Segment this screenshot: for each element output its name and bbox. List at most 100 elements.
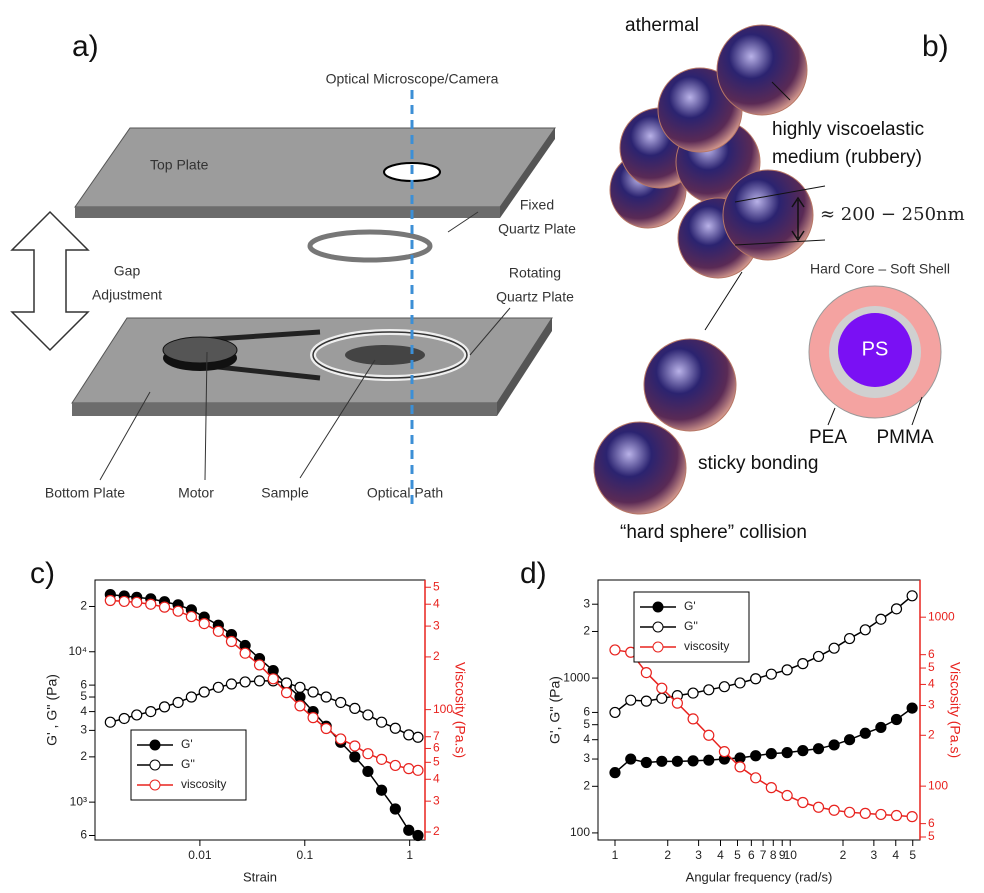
x-tick-label: 5 xyxy=(734,848,741,862)
marker xyxy=(892,715,902,725)
marker xyxy=(390,760,400,770)
x-tick-label: 1 xyxy=(406,848,413,862)
marker xyxy=(213,682,223,692)
marker xyxy=(814,651,824,661)
y-tick-label: 2 xyxy=(583,778,590,792)
marker xyxy=(377,785,387,795)
motor xyxy=(163,337,237,363)
marker xyxy=(751,773,761,783)
label: medium (rubbery) xyxy=(772,147,922,168)
particle-cluster xyxy=(594,25,813,514)
y-tick-label: 1000 xyxy=(563,670,590,684)
marker xyxy=(146,599,156,609)
label: Quartz Plate xyxy=(496,289,574,305)
label: Sample xyxy=(261,485,309,501)
marker xyxy=(404,825,414,835)
marker xyxy=(254,660,264,670)
x-tick-label: 4 xyxy=(892,848,899,862)
marker xyxy=(350,703,360,713)
y2-tick-label: 3 xyxy=(928,698,935,712)
label: “hard sphere” collision xyxy=(620,522,807,543)
y-axis-label: G' , G'' (Pa) xyxy=(44,674,60,746)
marker xyxy=(186,692,196,702)
label: Quartz Plate xyxy=(498,221,576,237)
y-tick-label: 4 xyxy=(583,732,590,746)
marker xyxy=(798,659,808,669)
plate-edge xyxy=(75,207,500,218)
marker xyxy=(160,602,170,612)
marker xyxy=(390,804,400,814)
marker xyxy=(688,714,698,724)
y2-tick-label: 5 xyxy=(433,754,440,768)
y-tick-label: 2 xyxy=(583,624,590,638)
y-tick-label: 6 xyxy=(583,705,590,719)
label: PS xyxy=(862,338,889,360)
marker xyxy=(751,674,761,684)
legend-label: G' xyxy=(181,737,193,751)
x-tick-label: 6 xyxy=(748,848,755,862)
marker xyxy=(876,614,886,624)
label: PEA xyxy=(809,427,847,448)
marker xyxy=(321,692,331,702)
label: athermal xyxy=(625,15,699,36)
marker xyxy=(751,751,761,761)
marker xyxy=(226,679,236,689)
marker xyxy=(641,696,651,706)
y2-tick-label: 5 xyxy=(433,579,440,593)
marker xyxy=(782,748,792,758)
legend-label: G'' xyxy=(684,619,698,633)
y-tick-label: 4 xyxy=(80,704,87,718)
x-tick-label: 5 xyxy=(909,848,916,862)
y2-tick-label: 6 xyxy=(928,816,935,830)
y2-tick-label: 5 xyxy=(928,660,935,674)
legend-marker xyxy=(150,760,160,770)
marker xyxy=(610,768,620,778)
marker xyxy=(735,762,745,772)
marker xyxy=(892,604,902,614)
x-tick-label: 2 xyxy=(664,848,671,862)
marker xyxy=(829,643,839,653)
marker xyxy=(704,755,714,765)
marker xyxy=(240,677,250,687)
legend-marker xyxy=(653,642,663,652)
x-tick-label: 1 xyxy=(612,848,619,862)
marker xyxy=(704,685,714,695)
series-line xyxy=(110,681,418,737)
y-tick-label: 2 xyxy=(80,599,87,613)
y2-axis-label: Viscosity (Pa.s) xyxy=(947,662,963,758)
x-tick-label: 4 xyxy=(717,848,724,862)
marker xyxy=(377,717,387,727)
marker xyxy=(199,687,209,697)
label: ≈ 200 − 250nm xyxy=(820,204,965,225)
marker xyxy=(892,811,902,821)
plot-frame xyxy=(95,580,425,840)
chart: d)12345678910234510023456100023561002345… xyxy=(520,557,963,885)
marker xyxy=(308,713,318,723)
y2-tick-label: 100 xyxy=(928,778,948,792)
label: highly viscoelastic xyxy=(772,119,924,140)
label: Motor xyxy=(178,485,214,501)
label: Optical Microscope/Camera xyxy=(326,71,499,87)
y-tick-label: 3 xyxy=(583,596,590,610)
marker xyxy=(798,746,808,756)
y-tick-label: 3 xyxy=(583,751,590,765)
y-tick-label: 10⁴ xyxy=(68,644,87,658)
y2-tick-label: 5 xyxy=(928,829,935,843)
marker xyxy=(814,744,824,754)
x-tick-label: 10 xyxy=(784,848,798,862)
marker xyxy=(413,732,423,742)
y2-tick-label: 1000 xyxy=(928,609,955,623)
marker xyxy=(282,678,292,688)
y-tick-label: 10³ xyxy=(70,794,87,808)
y2-tick-label: 2 xyxy=(433,824,440,838)
plate-edge xyxy=(72,403,497,416)
marker xyxy=(336,734,346,744)
marker xyxy=(688,688,698,698)
marker xyxy=(160,702,170,712)
x-axis-label: Angular frequency (rad/s) xyxy=(686,869,833,884)
marker xyxy=(657,693,667,703)
marker xyxy=(907,703,917,713)
legend-label: G' xyxy=(684,599,696,613)
marker xyxy=(782,665,792,675)
marker xyxy=(119,713,129,723)
